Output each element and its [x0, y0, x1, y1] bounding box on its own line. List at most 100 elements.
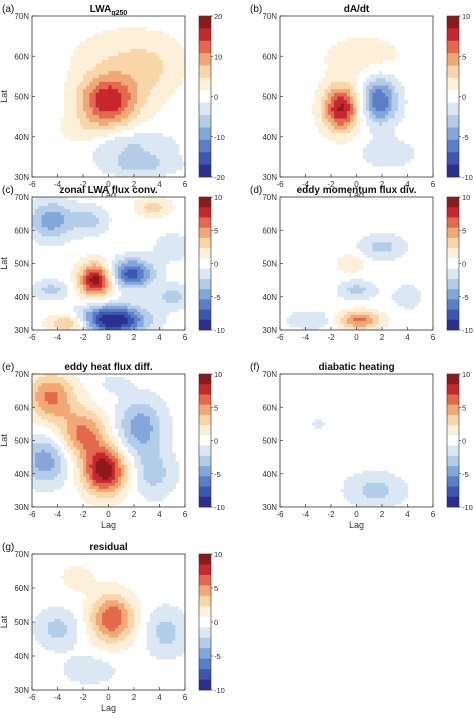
y-tick-label: 70N	[262, 370, 277, 379]
x-axis-label: Lag	[101, 703, 116, 713]
contour-field	[32, 554, 185, 690]
y-tick-label: 50N	[14, 93, 29, 102]
colorbar-tick-label: 0	[462, 437, 466, 446]
x-tick-label: -4	[302, 180, 310, 189]
colorbar-tick-label: 5	[462, 52, 466, 61]
x-tick-label: 0	[106, 333, 111, 342]
x-tick-label: -2	[79, 333, 87, 342]
y-tick-label: 50N	[262, 93, 277, 102]
x-tick-label: -2	[327, 510, 335, 519]
x-tick-label: -6	[28, 693, 36, 702]
colorbar-tick-label: -10	[462, 503, 473, 512]
x-tick-label: -6	[276, 333, 284, 342]
y-tick-label: 50N	[262, 260, 277, 269]
colorbar-tick-label: 5	[214, 226, 218, 235]
y-tick-label: 40N	[14, 133, 29, 142]
y-axis-label: Lat	[0, 615, 9, 628]
y-tick-label: 60N	[14, 226, 29, 235]
y-tick-label: 50N	[14, 437, 29, 446]
contour-field	[280, 197, 433, 330]
colorbar-tick-label: -10	[214, 326, 225, 335]
y-tick-label: 50N	[262, 437, 277, 446]
colorbar-tick-label: -5	[462, 293, 469, 302]
colorbar-tick-label: 5	[214, 403, 218, 412]
y-tick-label: 60N	[14, 584, 29, 593]
y-tick-label: 40N	[262, 133, 277, 142]
colorbar-tick-label: 0	[462, 260, 466, 269]
panel-title: zonal LWA flux conv.	[59, 185, 158, 196]
x-tick-label: 2	[380, 180, 385, 189]
colorbar-tick-label: 10	[462, 370, 470, 379]
colorbar-tick-label: 5	[214, 584, 218, 593]
x-tick-label: 2	[132, 510, 137, 519]
x-tick-label: -4	[302, 510, 310, 519]
panel-c: -6 -4 -2 0 2 4 6 30N 40N 50N 60N 70N Lat (c) zonal LWA…	[0, 185, 225, 342]
x-tick-label: 0	[106, 510, 111, 519]
contour-field	[32, 374, 185, 507]
colorbar-tick-label: 10	[462, 12, 470, 21]
x-tick-label: 2	[380, 333, 385, 342]
x-tick-label: -6	[276, 510, 284, 519]
x-tick-label: -2	[327, 180, 335, 189]
y-tick-label: 60N	[262, 403, 277, 412]
x-tick-label: -2	[327, 333, 335, 342]
x-tick-label: 2	[132, 333, 137, 342]
contour-field	[32, 16, 185, 177]
x-tick-label: 6	[431, 180, 436, 189]
colorbar-tick-label: -5	[214, 293, 221, 302]
y-tick-label: 60N	[14, 403, 29, 412]
colorbar-tick-label: 0	[214, 93, 218, 102]
colorbar-tick-label: 0	[214, 437, 218, 446]
colorbar-tick-label: 0	[214, 260, 218, 269]
x-tick-label: 4	[405, 333, 410, 342]
colorbar-tick-label: -10	[214, 133, 225, 142]
colorbar: 10 5 0 -5 -10	[198, 550, 225, 695]
colorbar-tick-label: 10	[214, 550, 222, 559]
panel-d: -6 -4 -2 0 2 4 6 30N 40N 50N 60N 70N(d) eddy momentu…	[250, 185, 473, 342]
x-tick-label: 0	[354, 180, 359, 189]
x-tick-label: -2	[79, 510, 87, 519]
panel-title: dA/dt	[344, 4, 370, 15]
x-tick-label: 4	[157, 180, 162, 189]
y-tick-label: 40N	[262, 293, 277, 302]
panel-label: (c)	[2, 185, 14, 196]
y-tick-label: 70N	[14, 370, 29, 379]
x-tick-label: -6	[28, 180, 36, 189]
x-tick-label: 0	[106, 180, 111, 189]
y-axis-label: Lat	[0, 257, 9, 270]
y-tick-label: 40N	[14, 470, 29, 479]
x-tick-label: -6	[28, 510, 36, 519]
colorbar-tick-label: 10	[214, 193, 222, 202]
colorbar: 10 5 0 -5 -10	[198, 193, 225, 335]
panel-label: (e)	[2, 362, 14, 373]
colorbar-tick-label: -5	[462, 470, 469, 479]
x-tick-label: 4	[157, 693, 162, 702]
x-tick-label: -2	[79, 180, 87, 189]
colorbar-tick-label: -10	[214, 503, 225, 512]
x-tick-label: -2	[79, 693, 87, 702]
x-tick-label: -4	[54, 180, 62, 189]
x-tick-label: -4	[54, 693, 62, 702]
x-tick-label: 2	[132, 693, 137, 702]
x-tick-label: -4	[54, 510, 62, 519]
y-tick-label: 60N	[262, 52, 277, 61]
y-tick-label: 30N	[262, 173, 277, 182]
panel-label: (g)	[2, 542, 14, 553]
panel-title: eddy heat flux diff.	[64, 362, 153, 373]
colorbar-tick-label: -20	[214, 173, 225, 182]
y-tick-label: 60N	[14, 52, 29, 61]
panel-g: -6 -4 -2 0 2 4 6 30N 40N 50N 60N 70N Lag Lat (g) residu…	[0, 542, 225, 713]
y-tick-label: 30N	[14, 326, 29, 335]
panel-label: (b)	[250, 4, 262, 15]
x-axis-label: Lag	[101, 520, 116, 530]
x-tick-label: 2	[132, 180, 137, 189]
colorbar-tick-label: -10	[214, 686, 225, 695]
x-tick-label: 6	[431, 510, 436, 519]
y-tick-label: 40N	[262, 470, 277, 479]
colorbar-tick-label: 10	[214, 370, 222, 379]
y-tick-label: 70N	[262, 12, 277, 21]
panel-title: eddy momentum flux div.	[297, 185, 417, 196]
colorbar-tick-label: -10	[462, 173, 473, 182]
